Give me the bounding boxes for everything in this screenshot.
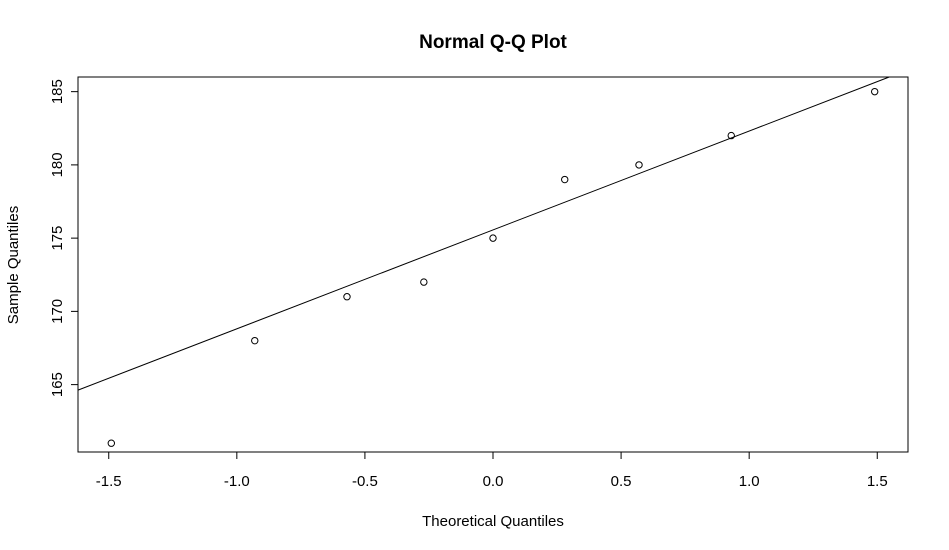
- chart-title: Normal Q-Q Plot: [419, 32, 567, 53]
- x-axis-label: Theoretical Quantiles: [422, 513, 564, 530]
- x-tick-label: 0.0: [483, 473, 504, 490]
- x-tick-label: 0.5: [611, 473, 632, 490]
- qq-point: [489, 234, 497, 242]
- x-tick-label: -0.5: [352, 473, 378, 490]
- y-tick-label: 175: [49, 226, 66, 251]
- qq-point: [343, 293, 351, 301]
- y-tick-label: 185: [49, 79, 66, 104]
- points-group: [107, 87, 879, 447]
- y-axis-label: Sample Quantiles: [5, 206, 22, 324]
- qq-point: [727, 131, 735, 140]
- y-axis: 165 170 175 180 185: [49, 79, 79, 397]
- qq-point: [420, 278, 428, 286]
- qq-point: [107, 439, 116, 447]
- x-tick-label: 1.0: [739, 473, 760, 490]
- y-tick-label: 170: [49, 299, 66, 324]
- x-tick-label: 1.5: [867, 473, 888, 490]
- plot-frame: [77, 76, 909, 453]
- reference-line-group: [77, 76, 890, 391]
- y-tick-label: 165: [49, 372, 66, 397]
- qq-point: [870, 87, 879, 96]
- x-axis: -1.5 -1.0 -0.5 0.0 0.5 1.0 1.5: [96, 451, 888, 490]
- qq-reference-line: [77, 76, 890, 391]
- qq-point: [635, 161, 643, 169]
- qq-point: [561, 175, 569, 184]
- qq-point: [251, 336, 259, 345]
- y-tick-label: 180: [49, 152, 66, 177]
- x-tick-label: -1.0: [224, 473, 250, 490]
- x-tick-label: -1.5: [96, 473, 122, 490]
